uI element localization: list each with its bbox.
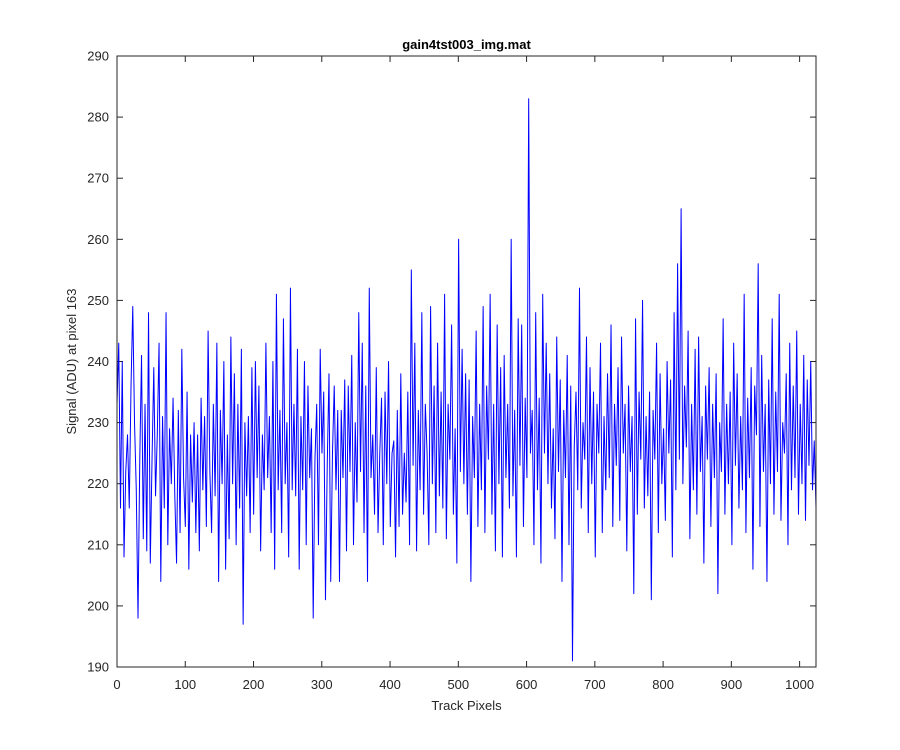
x-axis-ticks: 0 100 200 300 400 500 600 700 800 900 1000 <box>113 56 814 692</box>
y-tick-label: 240 <box>87 354 109 369</box>
y-axis-ticks: 190 200 210 220 230 240 250 260 270 280 290 <box>87 49 816 675</box>
x-tick-label: 0 <box>113 677 120 692</box>
x-tick-label: 500 <box>447 677 469 692</box>
x-tick-label: 900 <box>721 677 743 692</box>
x-tick-label: 400 <box>379 677 401 692</box>
y-tick-label: 270 <box>87 171 109 186</box>
x-tick-label: 800 <box>652 677 674 692</box>
x-tick-label: 700 <box>584 677 606 692</box>
y-tick-label: 280 <box>87 110 109 125</box>
chart-title: gain4tst003_img.mat <box>402 37 531 52</box>
axes-frame <box>116 55 817 668</box>
x-tick-label: 100 <box>174 677 196 692</box>
y-tick-label: 230 <box>87 415 109 430</box>
x-axis-label: Track Pixels <box>431 698 502 713</box>
y-tick-label: 290 <box>87 49 109 64</box>
x-tick-label: 200 <box>243 677 265 692</box>
y-tick-label: 260 <box>87 232 109 247</box>
y-tick-label: 200 <box>87 598 109 613</box>
y-tick-label: 210 <box>87 537 109 552</box>
x-tick-label: 600 <box>516 677 538 692</box>
y-tick-label: 220 <box>87 476 109 491</box>
x-tick-label: 300 <box>311 677 333 692</box>
y-tick-label: 190 <box>87 660 109 675</box>
y-axis-label: Signal (ADU) at pixel 163 <box>64 289 79 435</box>
x-tick-label: 1000 <box>785 677 814 692</box>
series-line <box>116 98 817 662</box>
y-tick-label: 250 <box>87 293 109 308</box>
